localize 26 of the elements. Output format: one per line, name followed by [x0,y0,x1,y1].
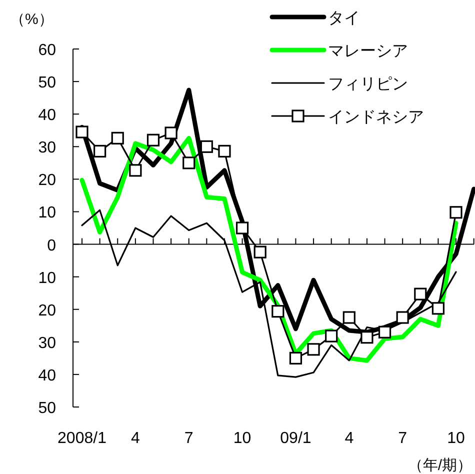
y-tick-label: 10 [38,270,56,287]
x-tick-label: 10 [233,430,252,447]
x-tick-label: 7 [398,430,408,447]
y-tick-label: 50 [38,400,56,417]
y-tick-label: 0 [47,237,56,254]
x-tick-label: 10 [447,430,466,447]
legend-label: フィリピン [328,76,408,93]
x-tick-label: 4 [344,430,354,447]
legend-label: インドネシア [328,109,424,126]
x-tick-label: 4 [130,430,140,447]
y-tick-label: 20 [38,302,56,320]
x-tick-label: 2008/1 [58,430,107,447]
legend-label: タイ [328,10,360,27]
x-tick-label: 09/1 [280,430,312,447]
x-tick-label: 7 [184,430,194,447]
x-axis-title: （年/期） [408,457,472,474]
y-tick-label: 40 [38,367,56,384]
y-tick-label: 30 [38,140,56,157]
y-tick-label: 50 [38,74,56,92]
y-tick-label: 30 [38,334,56,352]
legend-label: マレーシア [328,43,408,60]
y-tick-label: 60 [38,42,56,59]
y-tick-label: 20 [38,172,56,190]
y-axis-title: （%） [10,11,54,28]
y-tick-label: 40 [38,107,56,124]
y-tick-label: 10 [38,204,56,222]
